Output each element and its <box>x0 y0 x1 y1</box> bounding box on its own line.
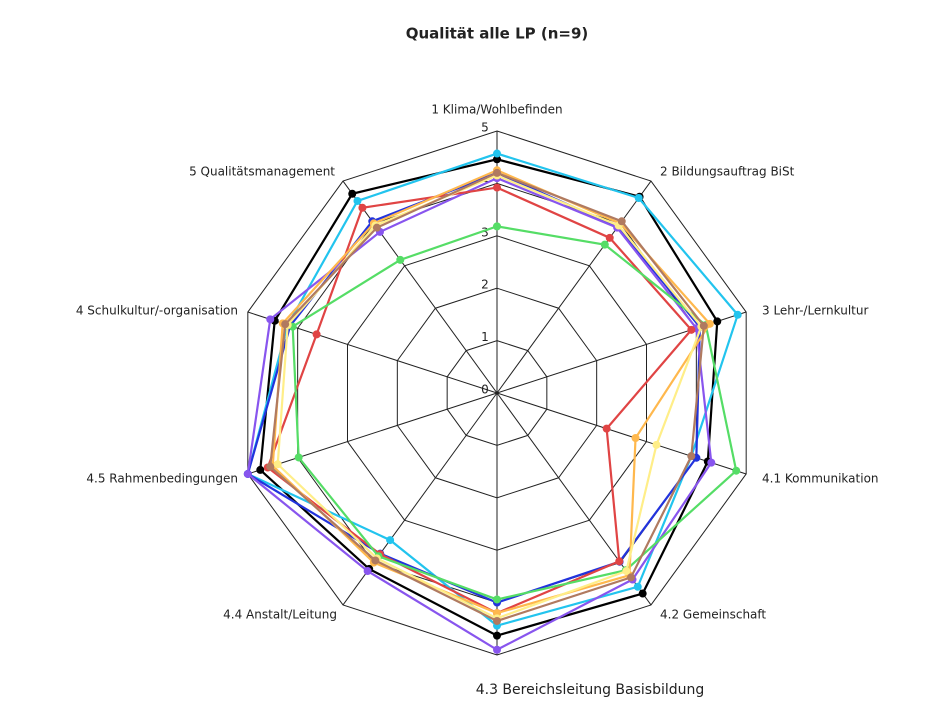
series-marker <box>626 573 635 582</box>
series-marker <box>634 193 643 202</box>
r-tick-label: 2 <box>481 278 489 292</box>
series-marker <box>713 317 722 326</box>
series-marker <box>493 631 501 640</box>
series-marker <box>312 330 321 339</box>
series-marker <box>493 155 501 164</box>
series-marker <box>363 567 372 576</box>
series-marker <box>615 557 624 566</box>
series-marker <box>386 536 395 545</box>
series-marker <box>353 196 362 205</box>
series-marker <box>266 315 275 324</box>
series-marker <box>633 582 642 591</box>
series-marker <box>652 440 661 449</box>
series-marker <box>266 462 275 471</box>
series-marker <box>281 320 290 329</box>
series-marker <box>294 453 303 462</box>
series-marker <box>371 556 380 565</box>
series-marker <box>638 589 647 598</box>
series-marker <box>687 325 696 334</box>
axis-label: 4 Schulkultur/-organisation <box>76 304 238 318</box>
series-marker <box>602 424 611 433</box>
axis-label: 2 Bildungsauftrag BiSt <box>660 165 795 179</box>
series-marker <box>600 240 609 249</box>
series-marker <box>687 452 696 461</box>
r-tick-label: 3 <box>481 225 489 239</box>
series-marker <box>493 149 501 158</box>
axis-label: 4.1 Kommunikation <box>762 472 879 486</box>
r-tick-label: 1 <box>481 330 489 344</box>
series-marker <box>493 595 501 604</box>
series-marker <box>493 183 501 192</box>
series-marker <box>358 203 367 212</box>
axis-label: 4.3 Bereichsleitung Basisbildung <box>476 682 705 698</box>
r-tick-label: 0 <box>481 383 489 397</box>
series-marker <box>493 168 501 177</box>
r-tick-label: 5 <box>481 121 489 135</box>
series-marker <box>372 223 381 232</box>
series-marker <box>605 233 614 242</box>
series-marker <box>243 469 252 478</box>
series-marker <box>707 458 716 467</box>
axis-label: 4.4 Anstalt/Leitung <box>223 608 337 622</box>
series-marker <box>256 465 265 474</box>
series-marker <box>493 222 501 231</box>
series-marker <box>273 460 282 469</box>
series-line <box>246 152 739 627</box>
series-marker <box>622 567 631 576</box>
axis-label: 3 Lehr-/Lernkultur <box>762 304 868 318</box>
axis-label: 4.2 Gemeinschaft <box>660 608 766 622</box>
series-marker <box>732 466 741 475</box>
axis-label: 4.5 Rahmenbedingungen <box>86 472 238 486</box>
series-marker <box>493 645 501 654</box>
axis-label: 5 Qualitätsmanagement <box>189 165 335 179</box>
series-marker <box>493 616 501 625</box>
series-marker <box>699 321 708 330</box>
series-marker <box>617 217 626 226</box>
spoke <box>342 180 498 394</box>
spoke <box>496 180 652 394</box>
chart-title: Qualität alle LP (n=9) <box>406 25 589 43</box>
series-marker <box>348 189 357 198</box>
axis-label: 1 Klima/Wohlbefinden <box>431 103 562 117</box>
series-marker <box>631 434 640 443</box>
series-marker <box>733 310 742 319</box>
spoke <box>247 392 498 475</box>
series-marker <box>396 255 405 264</box>
